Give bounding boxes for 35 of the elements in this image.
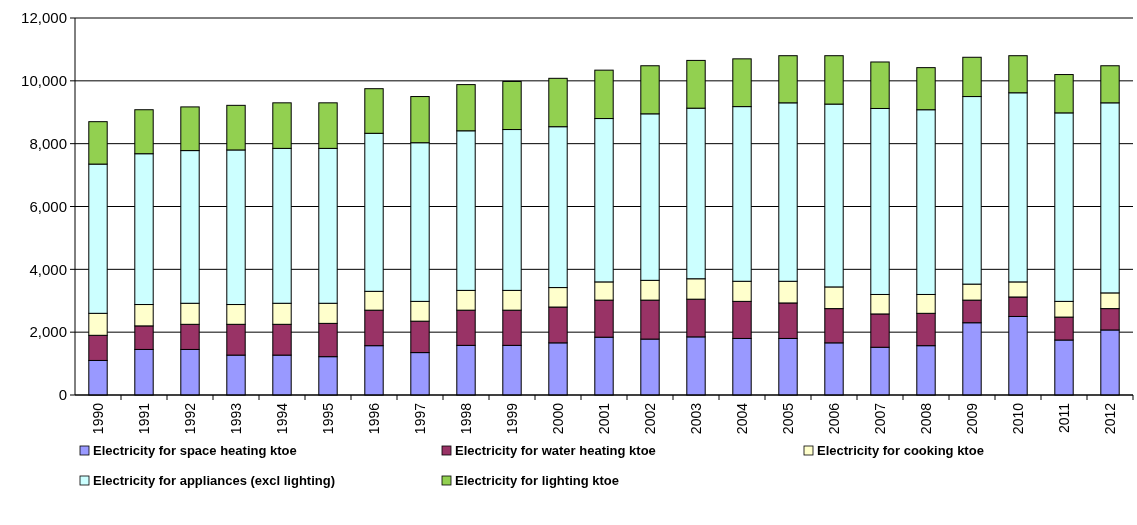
x-tick-label: 1997 (412, 402, 428, 435)
x-tick-label: 1993 (228, 402, 244, 435)
x-tick-label: 2004 (734, 402, 750, 435)
x-tick-label: 1991 (136, 402, 152, 435)
x-tick-label: 2008 (918, 402, 934, 435)
y-tick-label: 12,000 (21, 9, 67, 27)
x-tick-label: 2000 (550, 402, 566, 435)
x-tick-label: 2006 (826, 402, 842, 435)
x-tick-label: 2009 (964, 402, 980, 435)
x-tick-label: 1995 (320, 402, 336, 435)
y-tick-label: 8,000 (29, 134, 67, 152)
x-tick-label: 1998 (458, 402, 474, 435)
x-tick-label: 2011 (1056, 402, 1072, 434)
legend-label: Electricity for cooking ktoe (817, 443, 984, 458)
legend-label: Electricity for appliances (excl lighting) (93, 473, 336, 488)
y-tick-label: 0 (58, 386, 67, 404)
x-tick-label: 2007 (872, 402, 888, 435)
y-tick-label: 2,000 (29, 323, 67, 341)
legend-label: Electricity for lighting ktoe (455, 473, 619, 488)
x-tick-label: 1992 (182, 402, 198, 435)
y-tick-label: 6,000 (29, 197, 67, 215)
x-tick-label: 2010 (1010, 402, 1026, 435)
x-tick-label: 2003 (688, 402, 704, 435)
legend-label: Electricity for water heating ktoe (455, 443, 656, 458)
x-tick-label: 1999 (504, 402, 520, 435)
y-tick-label: 4,000 (29, 260, 67, 278)
x-tick-label: 1996 (366, 402, 382, 435)
x-tick-label: 2012 (1102, 402, 1118, 435)
x-tick-label: 2002 (642, 402, 658, 435)
x-tick-label: 1994 (274, 402, 290, 435)
x-tick-label: 1990 (90, 402, 106, 435)
y-tick-label: 10,000 (21, 72, 67, 90)
x-tick-label: 2005 (780, 402, 796, 435)
x-tick-label: 2001 (596, 402, 612, 435)
legend-label: Electricity for space heating ktoe (93, 443, 297, 458)
